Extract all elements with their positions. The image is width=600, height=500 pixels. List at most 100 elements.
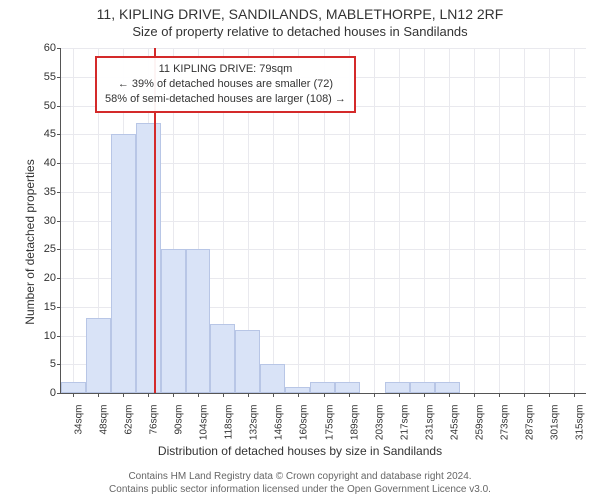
xtick-mark — [374, 393, 375, 397]
gridline-v — [574, 48, 575, 393]
xtick-label: 315sqm — [574, 405, 585, 455]
gridline-v — [374, 48, 375, 393]
ytick-mark — [57, 221, 61, 222]
ytick-label: 40 — [26, 157, 56, 169]
histogram-bar — [210, 324, 235, 393]
xtick-mark — [574, 393, 575, 397]
xtick-mark — [223, 393, 224, 397]
xtick-mark — [73, 393, 74, 397]
histogram-bar — [310, 382, 335, 394]
ytick-label: 35 — [26, 186, 56, 198]
xtick-label: 90sqm — [174, 405, 185, 455]
chart-title: 11, KIPLING DRIVE, SANDILANDS, MABLETHOR… — [0, 6, 600, 22]
histogram-bar — [335, 382, 360, 394]
xtick-label: 287sqm — [524, 405, 535, 455]
gridline-v — [524, 48, 525, 393]
ytick-mark — [57, 278, 61, 279]
histogram-bar — [385, 382, 410, 394]
gridline-v — [474, 48, 475, 393]
chart-container: 11, KIPLING DRIVE, SANDILANDS, MABLETHOR… — [0, 0, 600, 500]
ytick-label: 15 — [26, 301, 56, 313]
xtick-label: 203sqm — [375, 405, 386, 455]
ytick-mark — [57, 163, 61, 164]
ytick-mark — [57, 249, 61, 250]
xtick-mark — [248, 393, 249, 397]
footer-line-2: Contains public sector information licen… — [0, 483, 600, 496]
ytick-mark — [57, 48, 61, 49]
xtick-label: 146sqm — [273, 405, 284, 455]
xtick-mark — [524, 393, 525, 397]
footer-attribution: Contains HM Land Registry data © Crown c… — [0, 470, 600, 496]
xtick-label: 34sqm — [74, 405, 85, 455]
ytick-label: 55 — [26, 71, 56, 83]
histogram-bar — [86, 318, 111, 393]
xtick-label: 175sqm — [325, 405, 336, 455]
histogram-bar — [111, 134, 136, 393]
gridline-v — [549, 48, 550, 393]
ytick-label: 50 — [26, 100, 56, 112]
xtick-mark — [98, 393, 99, 397]
xtick-label: 76sqm — [149, 405, 160, 455]
xtick-label: 231sqm — [425, 405, 436, 455]
ytick-label: 5 — [26, 358, 56, 370]
xtick-mark — [324, 393, 325, 397]
xtick-label: 48sqm — [99, 405, 110, 455]
xtick-mark — [148, 393, 149, 397]
xtick-mark — [198, 393, 199, 397]
xtick-label: 273sqm — [499, 405, 510, 455]
ytick-label: 30 — [26, 215, 56, 227]
gridline-v — [424, 48, 425, 393]
xtick-mark — [173, 393, 174, 397]
histogram-bar — [410, 382, 435, 394]
histogram-bar — [260, 364, 285, 393]
ytick-mark — [57, 307, 61, 308]
plot-area: 05101520253035404550556034sqm48sqm62sqm7… — [60, 48, 586, 394]
histogram-bar — [235, 330, 260, 393]
xtick-label: 118sqm — [223, 405, 234, 455]
ytick-label: 60 — [26, 42, 56, 54]
annotation-line-3: 58% of semi-detached houses are larger (… — [105, 92, 346, 107]
gridline-v — [499, 48, 500, 393]
histogram-bar — [435, 382, 460, 394]
xtick-mark — [499, 393, 500, 397]
gridline-v — [449, 48, 450, 393]
histogram-bar — [285, 387, 310, 393]
xtick-label: 104sqm — [199, 405, 210, 455]
gridline-v — [73, 48, 74, 393]
xtick-mark — [349, 393, 350, 397]
xtick-label: 62sqm — [124, 405, 135, 455]
xtick-mark — [399, 393, 400, 397]
ytick-label: 25 — [26, 243, 56, 255]
ytick-mark — [57, 393, 61, 394]
ytick-mark — [57, 134, 61, 135]
xtick-mark — [273, 393, 274, 397]
xtick-mark — [549, 393, 550, 397]
ytick-label: 45 — [26, 128, 56, 140]
histogram-bar — [186, 249, 211, 393]
annotation-line-1: 11 KIPLING DRIVE: 79sqm — [105, 62, 346, 77]
chart-subtitle: Size of property relative to detached ho… — [0, 24, 600, 39]
xtick-label: 160sqm — [298, 405, 309, 455]
annotation-box: 11 KIPLING DRIVE: 79sqm← 39% of detached… — [95, 56, 356, 113]
xtick-label: 301sqm — [549, 405, 560, 455]
histogram-bar — [161, 249, 186, 393]
ytick-mark — [57, 77, 61, 78]
xtick-mark — [474, 393, 475, 397]
gridline-v — [399, 48, 400, 393]
histogram-bar — [61, 382, 86, 394]
ytick-label: 0 — [26, 387, 56, 399]
ytick-mark — [57, 336, 61, 337]
xtick-label: 259sqm — [474, 405, 485, 455]
xtick-mark — [123, 393, 124, 397]
xtick-label: 217sqm — [400, 405, 411, 455]
ytick-mark — [57, 364, 61, 365]
ytick-mark — [57, 106, 61, 107]
xtick-label: 189sqm — [350, 405, 361, 455]
xtick-mark — [424, 393, 425, 397]
xtick-mark — [298, 393, 299, 397]
footer-line-1: Contains HM Land Registry data © Crown c… — [0, 470, 600, 483]
ytick-label: 10 — [26, 330, 56, 342]
ytick-label: 20 — [26, 272, 56, 284]
ytick-mark — [57, 192, 61, 193]
xtick-label: 245sqm — [449, 405, 460, 455]
